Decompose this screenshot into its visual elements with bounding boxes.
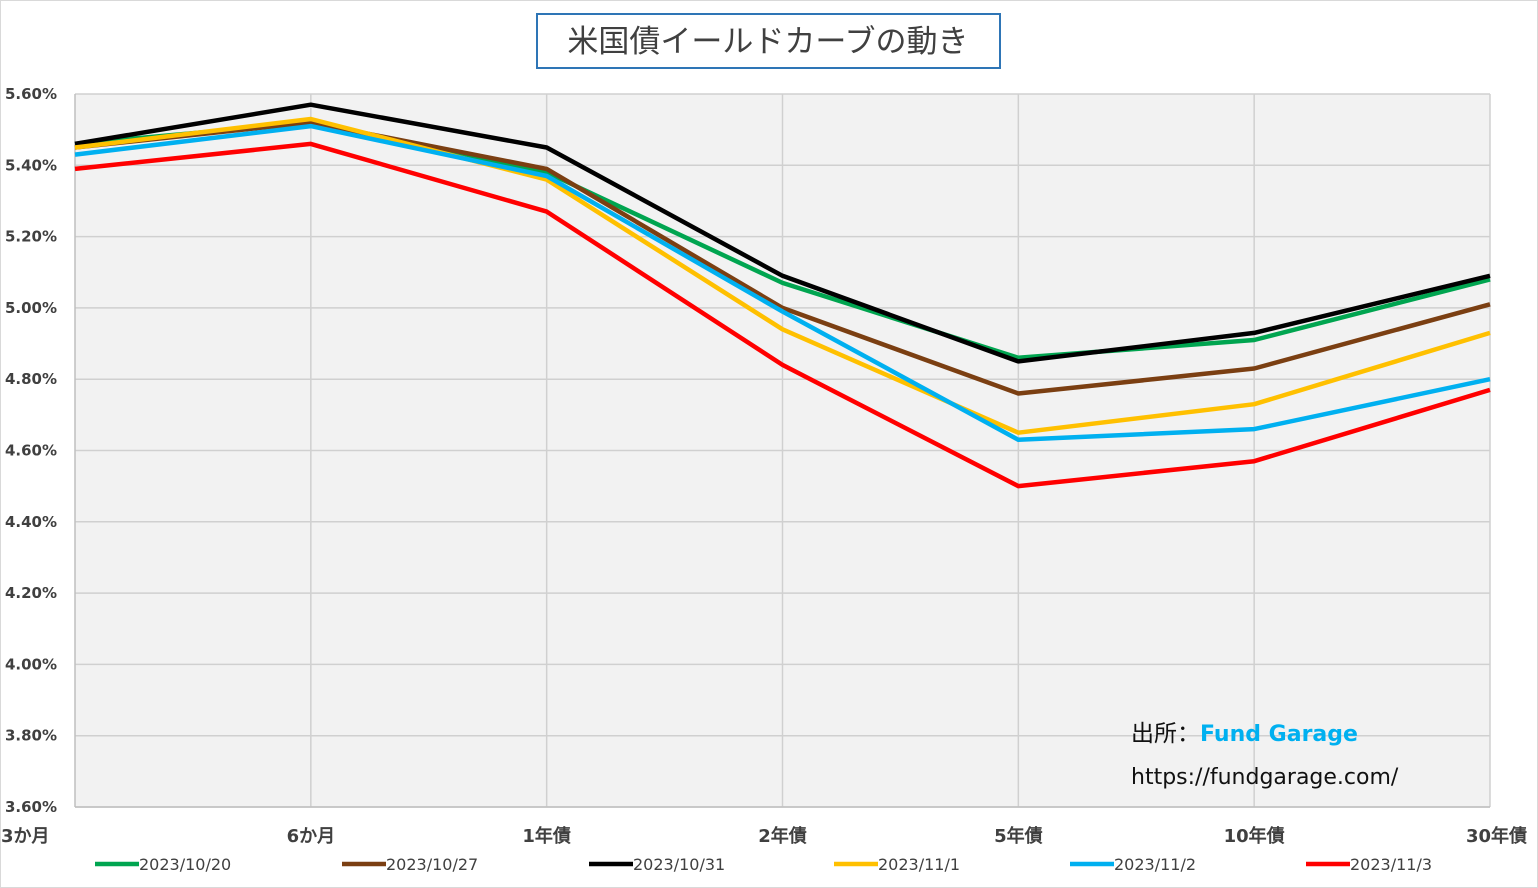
chart-title-group: 米国債イールドカーブの動き xyxy=(536,13,1001,69)
y-tick-label: 5.00% xyxy=(5,299,57,317)
x-tick-label: 3か月 xyxy=(1,826,50,847)
y-axis-ticks: 3.60% 3.80% 4.00% 4.20% 4.40% 4.60% 4.80% 5.00%… xyxy=(5,85,57,816)
y-tick-label: 5.60% xyxy=(5,85,57,103)
y-tick-label: 5.40% xyxy=(5,156,57,174)
chart-title: 米国債イールドカーブの動き xyxy=(567,24,968,60)
legend-label: 2023/10/27 xyxy=(386,855,478,874)
series-line-2023-11-3 xyxy=(74,141,1491,489)
series-line-2023-11-2 xyxy=(74,123,1491,443)
gridlines xyxy=(75,93,1491,808)
legend-label: 2023/11/2 xyxy=(1114,855,1196,874)
x-tick-label: 1年債 xyxy=(522,825,571,847)
source-text: 出所：Fund Garage xyxy=(1131,721,1358,747)
legend-label: 2023/11/1 xyxy=(878,855,960,874)
source-brand: Fund Garage xyxy=(1200,722,1358,747)
series-line-2023-11-1 xyxy=(74,116,1491,435)
source-url: https://fundgarage.com/ xyxy=(1131,765,1399,790)
y-tick-label: 4.20% xyxy=(5,584,57,602)
y-tick-label: 5.20% xyxy=(5,228,57,246)
legend-label: 2023/10/31 xyxy=(633,855,725,874)
y-tick-label: 3.60% xyxy=(5,798,57,816)
x-tick-label: 10年債 xyxy=(1224,825,1285,847)
source-note: 出所：Fund Garage https://fundgarage.com/ xyxy=(1131,721,1399,790)
y-tick-label: 4.40% xyxy=(5,513,57,531)
legend-label: 2023/11/3 xyxy=(1350,855,1432,874)
chart-title-box xyxy=(536,13,1001,69)
x-tick-label: 2年債 xyxy=(758,825,807,847)
series-lines xyxy=(74,102,1491,489)
legend: 2023/10/20 2023/10/27 2023/10/31 2023/11/1 2… xyxy=(95,855,1432,874)
x-tick-label: 30年債 xyxy=(1466,825,1527,847)
y-tick-label: 4.80% xyxy=(5,370,57,388)
x-tick-label: 6か月 xyxy=(287,826,336,847)
source-label: 出所： xyxy=(1131,721,1200,747)
x-tick-label: 5年債 xyxy=(994,825,1043,847)
series-line-2023-10-27 xyxy=(74,120,1491,396)
y-tick-label: 3.80% xyxy=(5,727,57,745)
y-tick-label: 4.60% xyxy=(5,442,57,460)
series-line-2023-10-31 xyxy=(74,102,1491,364)
legend-label: 2023/10/20 xyxy=(139,855,231,874)
y-tick-label: 4.00% xyxy=(5,655,57,673)
x-axis-ticks: 3か月 6か月 1年債 2年債 5年債 10年債 30年債 xyxy=(1,94,1527,847)
